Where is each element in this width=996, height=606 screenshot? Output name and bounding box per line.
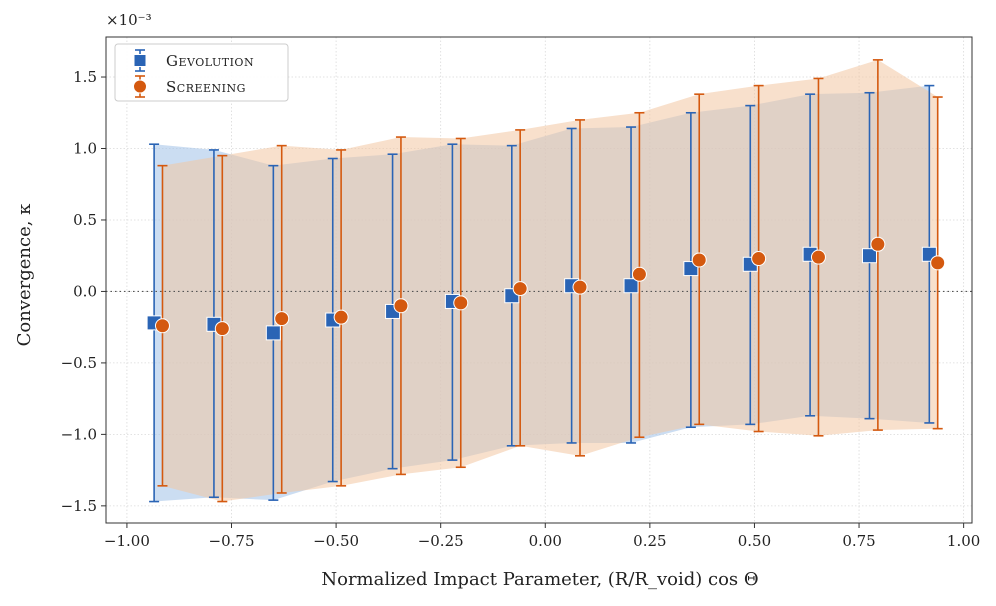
x-tick-label-0: −1.00 bbox=[104, 532, 150, 550]
y-axis-ticks: −1.5 −1.0 −0.5 0.0 0.5 1.0 1.5 bbox=[61, 68, 106, 515]
data-markers bbox=[146, 236, 946, 341]
y-tick-label-6: 1.5 bbox=[73, 68, 97, 86]
y-tick-label-1: −1.0 bbox=[61, 425, 97, 443]
marker-screening-5 bbox=[453, 295, 469, 311]
marker-screening-1 bbox=[214, 321, 230, 337]
marker-screening-7 bbox=[572, 279, 588, 295]
marker-gevolution-12 bbox=[862, 248, 878, 264]
x-tick-label-4: 0.00 bbox=[529, 532, 562, 550]
legend-marker-gevolution bbox=[133, 54, 147, 67]
x-axis-ticks: −1.00 −0.75 −0.50 −0.25 0.00 0.25 0.50 0.75 1.00 bbox=[104, 523, 980, 550]
y-scale-label: ×10⁻³ bbox=[106, 11, 152, 29]
marker-screening-10 bbox=[751, 251, 767, 267]
marker-gevolution-2 bbox=[265, 325, 281, 341]
x-tick-label-1: −0.75 bbox=[209, 532, 255, 550]
legend: Gevolution Screening bbox=[114, 43, 289, 102]
marker-screening-4 bbox=[393, 298, 409, 314]
x-tick-label-3: −0.25 bbox=[418, 532, 464, 550]
marker-screening-12 bbox=[870, 236, 886, 252]
marker-screening-2 bbox=[274, 311, 290, 327]
x-tick-label-6: 0.50 bbox=[738, 532, 771, 550]
legend-marker-screening bbox=[133, 79, 147, 94]
marker-screening-3 bbox=[333, 309, 349, 325]
plot-frame bbox=[105, 36, 973, 524]
legend-entry-screening: Screening bbox=[133, 75, 246, 98]
marker-screening-8 bbox=[631, 266, 647, 282]
marker-screening-11 bbox=[810, 249, 826, 265]
legend-label-screening: Screening bbox=[166, 78, 246, 96]
x-tick-label-8: 1.00 bbox=[947, 532, 980, 550]
x-tick-label-5: 0.25 bbox=[633, 532, 666, 550]
y-tick-label-4: 0.5 bbox=[73, 211, 97, 229]
y-tick-label-0: −1.5 bbox=[61, 497, 97, 515]
marker-screening-9 bbox=[691, 252, 707, 268]
uncertainty-bands bbox=[154, 59, 938, 502]
x-tick-label-2: −0.50 bbox=[313, 532, 359, 550]
y-axis-label: Convergence, κ bbox=[14, 203, 35, 347]
band-screening bbox=[162, 59, 938, 502]
marker-screening-13 bbox=[930, 255, 946, 271]
legend-entry-gevolution: Gevolution bbox=[133, 49, 254, 72]
x-axis-label: Normalized Impact Parameter, (R/R_void) … bbox=[321, 569, 758, 590]
y-tick-label-5: 1.0 bbox=[73, 139, 97, 157]
legend-box bbox=[114, 43, 289, 102]
y-tick-label-2: −0.5 bbox=[61, 354, 97, 372]
y-tick-label-3: 0.0 bbox=[73, 282, 97, 300]
marker-screening-6 bbox=[512, 281, 528, 297]
legend-label-gevolution: Gevolution bbox=[166, 52, 254, 70]
x-tick-label-7: 0.75 bbox=[842, 532, 875, 550]
marker-gevolution-8 bbox=[623, 278, 639, 294]
marker-screening-0 bbox=[154, 318, 170, 334]
